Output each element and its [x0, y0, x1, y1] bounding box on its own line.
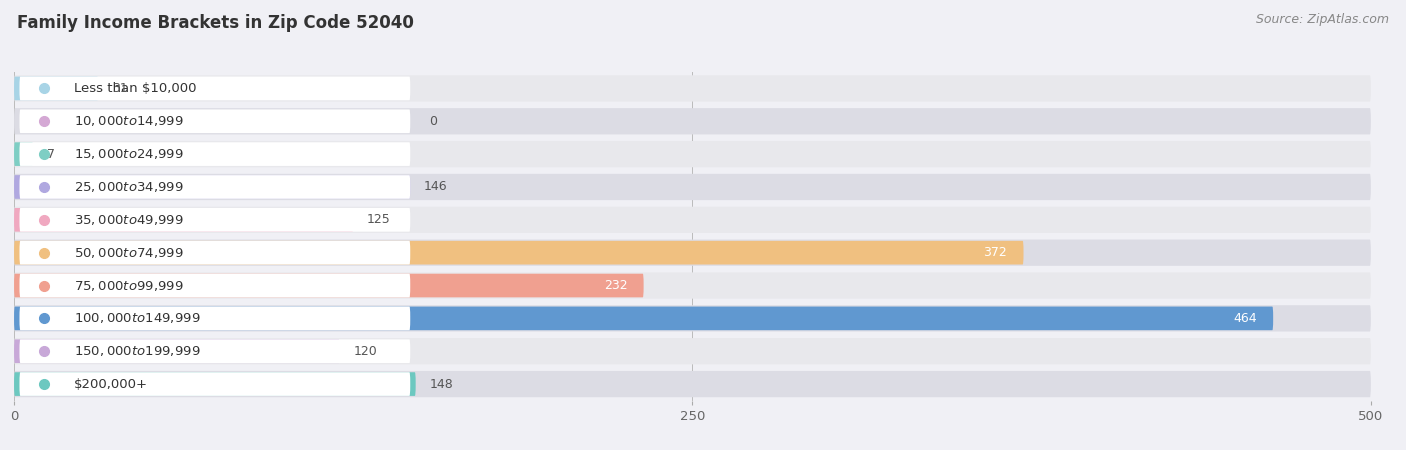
Text: $200,000+: $200,000+: [73, 378, 148, 391]
FancyBboxPatch shape: [20, 208, 411, 232]
Text: 7: 7: [46, 148, 55, 161]
FancyBboxPatch shape: [14, 207, 1371, 233]
FancyBboxPatch shape: [20, 274, 411, 297]
FancyBboxPatch shape: [14, 339, 340, 363]
FancyBboxPatch shape: [14, 372, 416, 396]
FancyBboxPatch shape: [14, 108, 1371, 135]
Text: 0: 0: [429, 115, 437, 128]
Text: 372: 372: [983, 246, 1007, 259]
FancyBboxPatch shape: [14, 338, 1371, 364]
FancyBboxPatch shape: [20, 372, 411, 396]
Text: $75,000 to $99,999: $75,000 to $99,999: [73, 279, 183, 292]
FancyBboxPatch shape: [14, 75, 1371, 102]
Text: 232: 232: [603, 279, 627, 292]
FancyBboxPatch shape: [14, 239, 1371, 266]
Text: $25,000 to $34,999: $25,000 to $34,999: [73, 180, 183, 194]
FancyBboxPatch shape: [20, 241, 411, 265]
Text: 464: 464: [1233, 312, 1257, 325]
FancyBboxPatch shape: [20, 175, 411, 199]
FancyBboxPatch shape: [14, 76, 98, 100]
FancyBboxPatch shape: [20, 142, 411, 166]
FancyBboxPatch shape: [14, 305, 1371, 332]
FancyBboxPatch shape: [14, 274, 644, 297]
FancyBboxPatch shape: [20, 76, 411, 100]
FancyBboxPatch shape: [14, 175, 411, 199]
FancyBboxPatch shape: [14, 241, 1024, 265]
Text: 146: 146: [423, 180, 447, 194]
Text: $100,000 to $149,999: $100,000 to $149,999: [73, 311, 200, 325]
Text: Source: ZipAtlas.com: Source: ZipAtlas.com: [1256, 14, 1389, 27]
FancyBboxPatch shape: [14, 272, 1371, 299]
Text: 148: 148: [429, 378, 453, 391]
Text: 120: 120: [353, 345, 377, 358]
Text: 31: 31: [111, 82, 128, 95]
FancyBboxPatch shape: [14, 371, 1371, 397]
Text: $35,000 to $49,999: $35,000 to $49,999: [73, 213, 183, 227]
FancyBboxPatch shape: [14, 306, 1274, 330]
FancyBboxPatch shape: [20, 109, 411, 133]
FancyBboxPatch shape: [14, 208, 353, 232]
FancyBboxPatch shape: [14, 141, 1371, 167]
Text: Family Income Brackets in Zip Code 52040: Family Income Brackets in Zip Code 52040: [17, 14, 413, 32]
Text: $150,000 to $199,999: $150,000 to $199,999: [73, 344, 200, 358]
Text: $15,000 to $24,999: $15,000 to $24,999: [73, 147, 183, 161]
FancyBboxPatch shape: [14, 174, 1371, 200]
Text: Less than $10,000: Less than $10,000: [73, 82, 197, 95]
Text: 125: 125: [367, 213, 391, 226]
Text: $10,000 to $14,999: $10,000 to $14,999: [73, 114, 183, 128]
FancyBboxPatch shape: [20, 306, 411, 330]
Text: $50,000 to $74,999: $50,000 to $74,999: [73, 246, 183, 260]
FancyBboxPatch shape: [14, 142, 34, 166]
FancyBboxPatch shape: [20, 339, 411, 363]
